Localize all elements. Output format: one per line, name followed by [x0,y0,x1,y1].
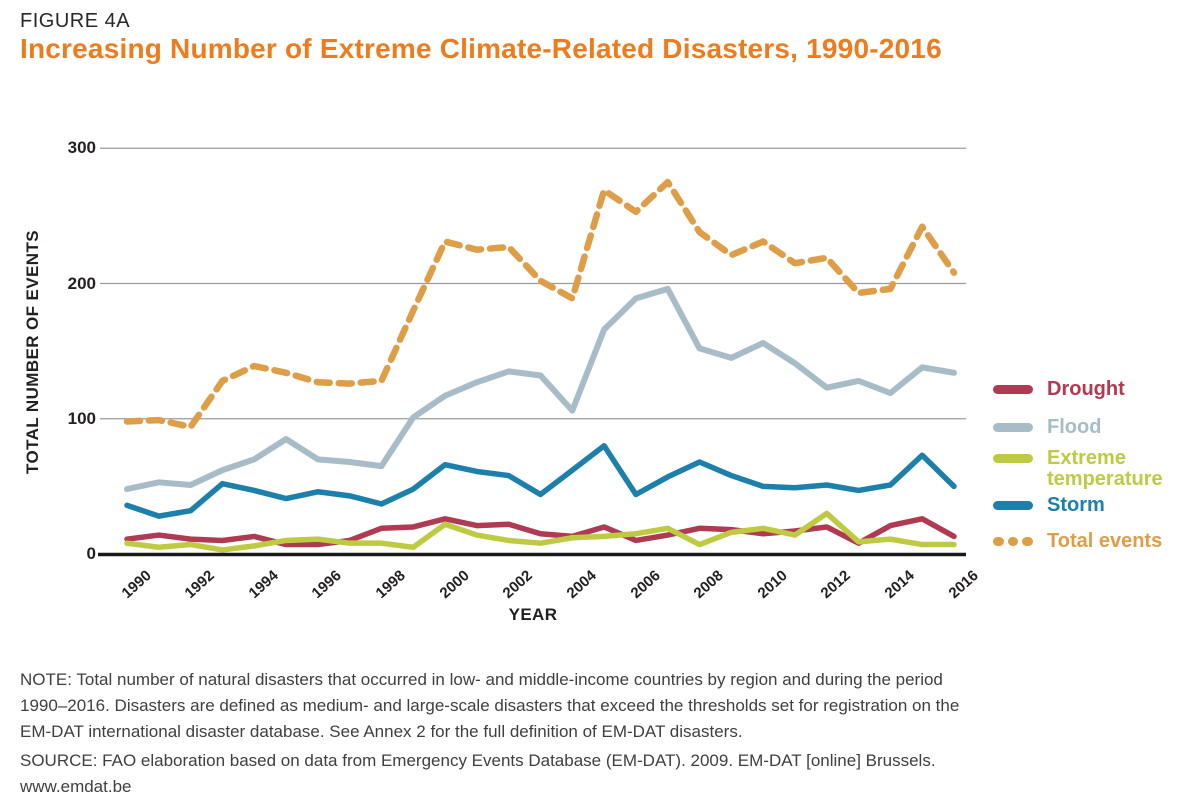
legend-item-total-events: Total events [993,531,1191,552]
legend-item-extreme-temperature: Extreme temperature [993,448,1191,490]
series-line-storm [124,443,957,519]
legend-swatch-solid [993,385,1033,394]
legend-dash [1007,537,1019,546]
note-line: EM-DAT international disaster database. … [20,722,743,741]
note-line: 1990–2016. Disasters are defined as medi… [20,696,960,715]
chart-legend: Drought Flood Extreme temperature Storm Tota… [993,379,1191,552]
y-tick-label-300: 300 [67,138,96,158]
footnote: NOTE: Total number of natural disasters … [20,667,959,800]
series-line-flood [124,285,957,493]
y-tick-label-100: 100 [67,408,96,428]
series-line-drought [124,516,957,548]
legend-label: Storm [1047,494,1105,516]
source-url: www.emdat.be [20,777,132,796]
legend-label: Extreme temperature [1047,447,1163,490]
legend-item-storm: Storm [993,495,1191,516]
note-line: NOTE: Total number of natural disasters … [20,670,943,689]
legend-label: Flood [1047,416,1102,438]
legend-swatch-solid [993,501,1033,510]
legend-label: Total events [1047,530,1163,552]
y-tick-label-0: 0 [86,544,96,563]
page-title: Increasing Number of Extreme Climate-Rel… [20,33,942,64]
series-line-total-events [123,178,958,431]
y-tick-label-200: 200 [67,273,96,293]
source-line: SOURCE: FAO elaboration based on data fr… [20,751,936,770]
legend-item-flood: Flood [993,417,1191,438]
legend-swatch-solid [993,454,1033,463]
legend-item-drought: Drought [993,379,1191,400]
figure-label: FIGURE 4A [20,10,131,32]
legend-dash [993,537,1004,546]
y-axis-title: TOTAL NUMBER OF EVENTS [23,230,42,474]
legend-swatch-dashed [993,537,1034,546]
legend-dash [1022,537,1034,546]
legend-swatch-solid [993,423,1033,432]
series-line-extreme-temperature [124,510,957,553]
legend-label: Drought [1047,378,1125,400]
x-axis-title: YEAR [508,605,558,624]
